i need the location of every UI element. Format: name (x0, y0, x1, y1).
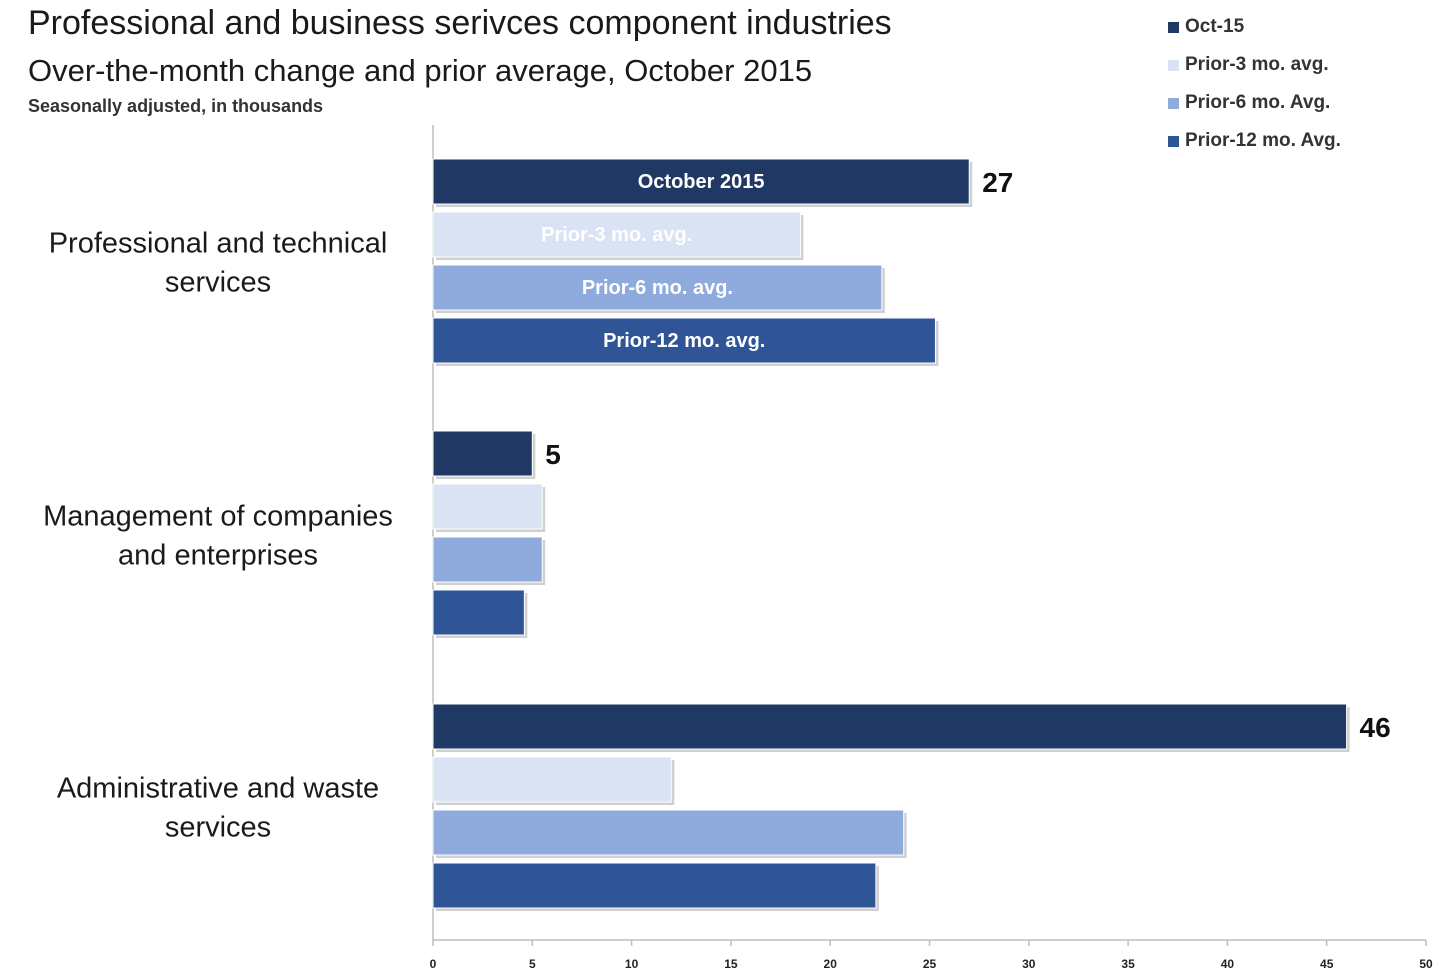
chart-note: Seasonally adjusted, in thousands (28, 96, 324, 116)
category-label: Management of companies (43, 501, 393, 533)
legend-item-oct-15: Oct-15 (1168, 8, 1341, 46)
x-tick-label: 40 (1221, 957, 1235, 971)
bar (432, 589, 525, 636)
bar-series-label: Prior-3 mo. avg. (541, 224, 692, 246)
bar (432, 483, 543, 530)
legend-swatch-oct-15 (1168, 21, 1179, 33)
chart-title: Professional and business serivces compo… (28, 4, 892, 42)
bar (432, 430, 533, 477)
data-label: 27 (982, 167, 1013, 198)
bar (432, 862, 877, 909)
legend: Oct-15 Prior-3 mo. avg. Prior-6 mo. Avg.… (1168, 8, 1341, 160)
bar (432, 211, 801, 258)
x-tick-label: 35 (1121, 957, 1135, 971)
legend-label: Prior-12 mo. Avg. (1185, 130, 1341, 151)
x-tick-label: 25 (923, 957, 937, 971)
legend-item-prior-6: Prior-6 mo. Avg. (1168, 84, 1341, 122)
bar-series-label: October 2015 (638, 171, 765, 193)
x-tick-label: 45 (1320, 957, 1334, 971)
legend-label: Prior-6 mo. Avg. (1185, 92, 1331, 113)
x-tick-label: 30 (1022, 957, 1036, 971)
legend-swatch-prior-3 (1168, 59, 1179, 71)
legend-item-prior-3: Prior-3 mo. avg. (1168, 46, 1341, 84)
category-label: Administrative and waste (57, 773, 379, 805)
chart-subtitle: Over-the-month change and prior average,… (28, 53, 813, 88)
category-label: services (165, 812, 271, 844)
category-label: Professional and technical (49, 228, 388, 260)
x-tick-label: 50 (1419, 957, 1433, 971)
x-tick-label: 10 (625, 957, 639, 971)
category-label: services (165, 267, 271, 299)
bar (432, 809, 905, 856)
legend-swatch-prior-6 (1168, 97, 1179, 109)
x-tick-label: 15 (724, 957, 738, 971)
bar (432, 536, 543, 583)
bar (432, 264, 883, 311)
legend-label: Oct-15 (1185, 16, 1245, 37)
legend-swatch-prior-12 (1168, 135, 1179, 147)
x-tick-label: 20 (824, 957, 838, 971)
legend-item-prior-12: Prior-12 mo. Avg. (1168, 122, 1341, 160)
bar (432, 756, 672, 803)
bar (432, 703, 1348, 750)
category-label: and enterprises (118, 540, 318, 572)
x-tick-label: 5 (529, 957, 536, 971)
legend-label: Prior-3 mo. avg. (1185, 54, 1329, 75)
bar-series-label: Prior-6 mo. avg. (582, 277, 733, 299)
data-label: 5 (545, 439, 561, 470)
x-tick-label: 0 (430, 957, 437, 971)
bar (432, 317, 936, 364)
data-label: 46 (1360, 712, 1391, 743)
bar-series-label: Prior-12 mo. avg. (603, 330, 765, 352)
bar (432, 158, 970, 205)
